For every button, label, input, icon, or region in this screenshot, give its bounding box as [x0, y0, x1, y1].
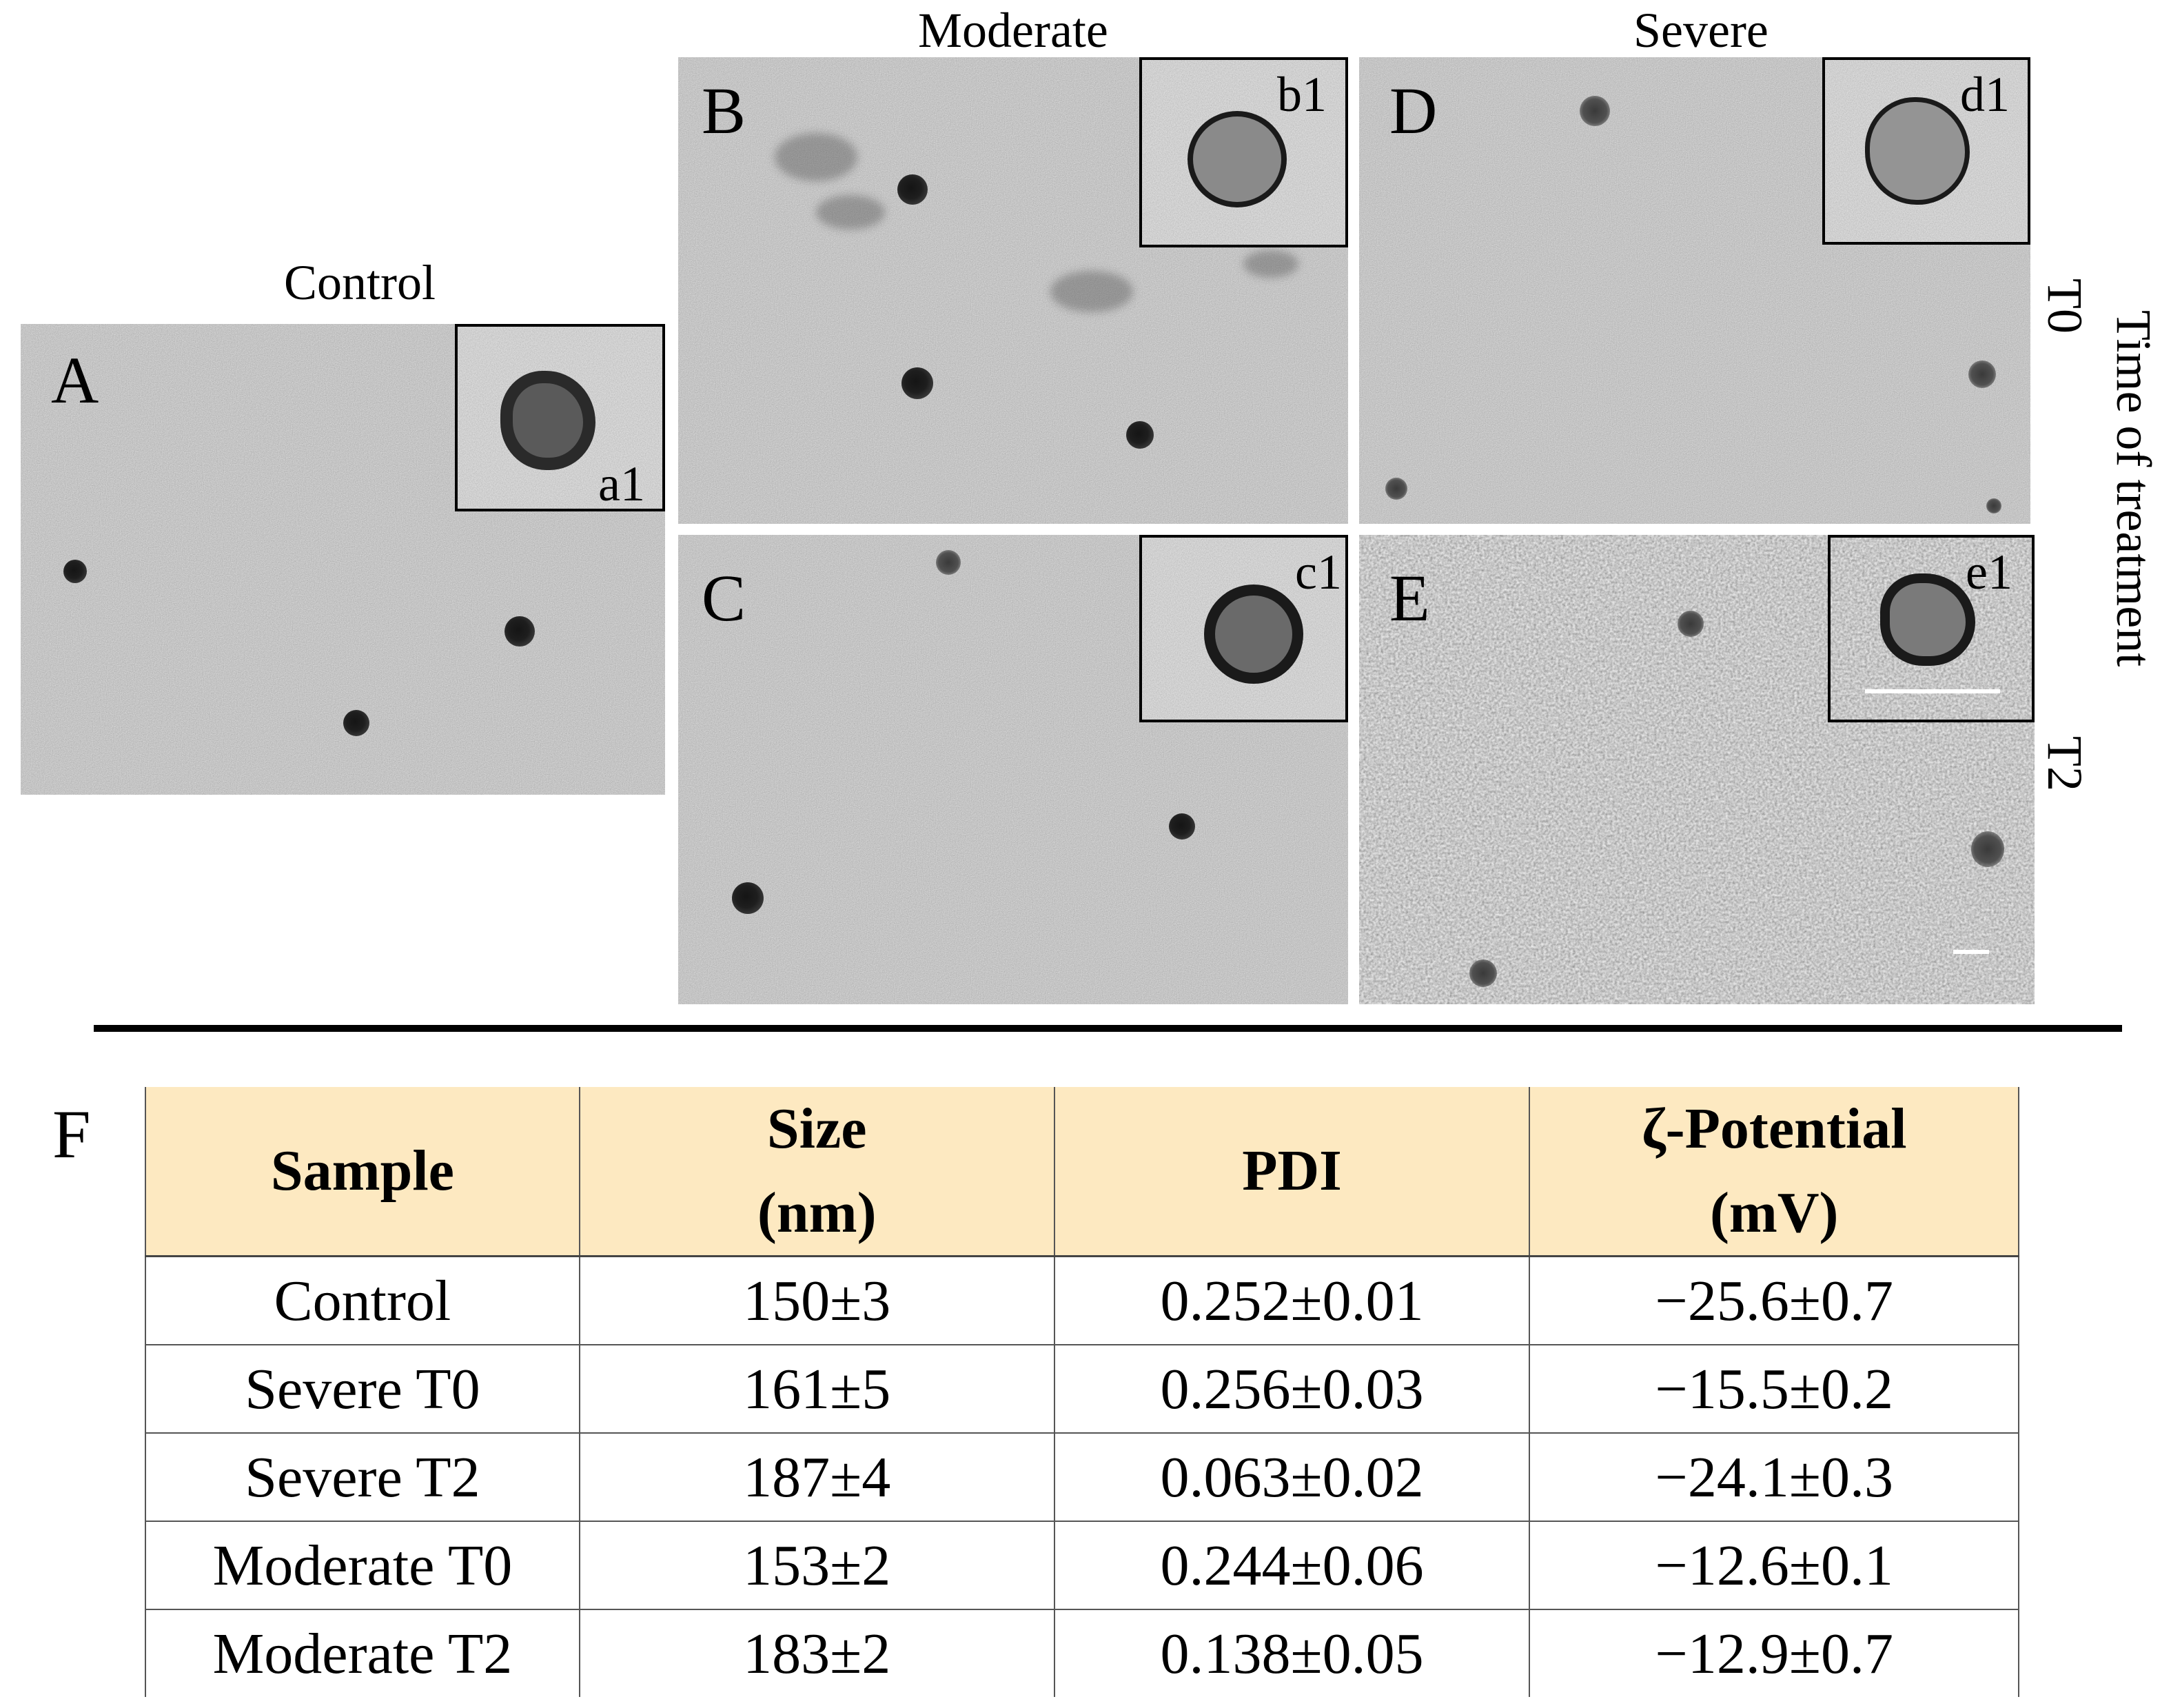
- cell-size: 153±2: [578, 1521, 1055, 1610]
- micrograph-panel-d: D d1: [1359, 57, 2030, 524]
- table-row: Moderate T0 153±2 0.244±0.06 −12.6±0.1: [145, 1521, 2019, 1610]
- col-header-zeta-unit: (mV): [1709, 1181, 1839, 1245]
- col-header-pdi: PDI: [1053, 1087, 1531, 1257]
- vesicle-particle: [1580, 96, 1610, 126]
- col-header-sample: Sample: [145, 1087, 580, 1257]
- panel-label-c: C: [702, 561, 746, 635]
- cell-pdi: 0.138±0.05: [1053, 1609, 1531, 1697]
- inset-label-d1: d1: [1960, 67, 2010, 122]
- micrograph-panel-c: C c1: [678, 535, 1348, 1004]
- panel-label-f: F: [52, 1096, 91, 1172]
- inset-e1: e1: [1828, 535, 2035, 722]
- cell-pdi: 0.063±0.02: [1053, 1433, 1531, 1522]
- inset-label-e1: e1: [1966, 545, 2012, 600]
- cell-zeta: −15.5±0.2: [1529, 1345, 2019, 1434]
- cell-sample: Severe T2: [145, 1433, 580, 1522]
- vesicle-particle: [1385, 478, 1407, 500]
- cell-zeta: −25.6±0.7: [1529, 1256, 2019, 1345]
- cell-zeta: −12.9±0.7: [1529, 1609, 2019, 1697]
- characterization-table: Sample Size (nm) PDI ζ-Potential (mV) Co…: [145, 1087, 2019, 1697]
- table-row: Control 150±3 0.252±0.01 −25.6±0.7: [145, 1256, 2019, 1345]
- cell-zeta: −24.1±0.3: [1529, 1433, 2019, 1522]
- micrograph-panel-e: E e1: [1359, 535, 2035, 1004]
- vesicle-particle: [63, 560, 87, 583]
- inset-label-c1: c1: [1295, 545, 1342, 600]
- cell-sample: Control: [145, 1256, 580, 1345]
- inset-a1: a1: [455, 324, 665, 511]
- debris: [816, 195, 885, 230]
- cell-size: 187±4: [578, 1433, 1055, 1522]
- row-label-t2: T2: [2037, 736, 2092, 791]
- table-row: Moderate T2 183±2 0.138±0.05 −12.9±0.7: [145, 1609, 2019, 1697]
- panel-label-a: A: [51, 343, 99, 417]
- vesicle-particle: [1678, 611, 1704, 637]
- cell-zeta: −12.6±0.1: [1529, 1521, 2019, 1610]
- inset-label-b1: b1: [1277, 67, 1327, 122]
- vesicle-particle: [1968, 360, 1996, 388]
- cell-sample: Severe T0: [145, 1345, 580, 1434]
- section-divider: [94, 1025, 2122, 1032]
- table-header-row: Sample Size (nm) PDI ζ-Potential (mV): [145, 1087, 2019, 1257]
- col-header-zeta-line1: ζ-Potential: [1641, 1097, 1907, 1161]
- col-header-size-line1: Size: [766, 1097, 867, 1161]
- vesicle-particle: [1169, 813, 1195, 840]
- cell-pdi: 0.256±0.03: [1053, 1345, 1531, 1434]
- cell-sample: Moderate T0: [145, 1521, 580, 1610]
- row-label-t0: T0: [2037, 278, 2092, 334]
- micrograph-panel-b: B b1: [678, 57, 1348, 524]
- vesicle-particle: [504, 616, 535, 647]
- table-row: Severe T2 187±4 0.063±0.02 −24.1±0.3: [145, 1433, 2019, 1522]
- table-row: Severe T0 161±5 0.256±0.03 −15.5±0.2: [145, 1345, 2019, 1434]
- vesicle-particle: [1469, 959, 1497, 987]
- cell-sample: Moderate T2: [145, 1609, 580, 1697]
- cell-size: 161±5: [578, 1345, 1055, 1434]
- header-severe: Severe: [1633, 3, 1769, 58]
- debris: [775, 133, 857, 181]
- panel-label-e: E: [1389, 561, 1430, 635]
- debris: [1050, 271, 1133, 312]
- col-header-zeta: ζ-Potential (mV): [1529, 1087, 2019, 1257]
- axis-label-time-of-treatment: Time of treatment: [2106, 310, 2161, 667]
- cell-pdi: 0.244±0.06: [1053, 1521, 1531, 1610]
- vesicle-closeup: [1188, 111, 1287, 207]
- inset-b1: b1: [1139, 57, 1348, 247]
- vesicle-particle: [1986, 498, 2001, 514]
- vesicle-particle: [1971, 831, 2004, 867]
- debris: [1243, 250, 1298, 278]
- vesicle-particle: [897, 174, 928, 205]
- inset-c1: c1: [1139, 535, 1348, 722]
- vesicle-closeup: [1204, 584, 1303, 684]
- col-header-size: Size (nm): [578, 1087, 1055, 1257]
- cell-pdi: 0.252±0.01: [1053, 1256, 1531, 1345]
- cell-size: 183±2: [578, 1609, 1055, 1697]
- vesicle-particle: [901, 367, 933, 399]
- vesicle-particle: [1126, 421, 1154, 449]
- micrograph-panel-a: A a1: [21, 324, 665, 795]
- vesicle-particle: [936, 550, 961, 575]
- vesicle-particle: [343, 710, 369, 736]
- cell-size: 150±3: [578, 1256, 1055, 1345]
- col-header-size-unit: (nm): [757, 1181, 877, 1245]
- panel-label-b: B: [702, 74, 746, 148]
- vesicle-particle: [732, 882, 764, 914]
- inset-scale-bar: [1865, 689, 2000, 693]
- scale-bar: [1953, 950, 1989, 954]
- vesicle-closeup: [1865, 97, 1970, 205]
- inset-label-a1: a1: [598, 456, 645, 511]
- panel-label-d: D: [1389, 74, 1438, 148]
- header-moderate: Moderate: [918, 3, 1108, 58]
- vesicle-closeup: [500, 371, 595, 470]
- header-control: Control: [284, 255, 436, 310]
- inset-d1: d1: [1822, 57, 2030, 245]
